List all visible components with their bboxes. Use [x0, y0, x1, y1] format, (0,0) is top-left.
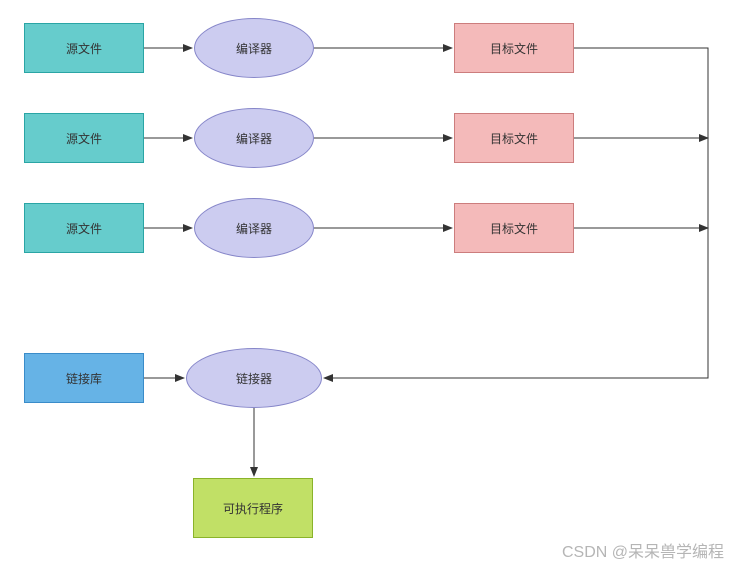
node-label-obj3: 目标文件: [490, 220, 538, 237]
node-label-comp2: 编译器: [236, 130, 272, 147]
node-label-comp3: 编译器: [236, 220, 272, 237]
node-label-comp1: 编译器: [236, 40, 272, 57]
node-src3: 源文件: [24, 203, 144, 253]
edge-layer: [0, 0, 756, 561]
node-comp1: 编译器: [194, 18, 314, 78]
node-label-obj1: 目标文件: [490, 40, 538, 57]
node-lib: 链接库: [24, 353, 144, 403]
node-label-exe: 可执行程序: [223, 500, 283, 517]
node-src1: 源文件: [24, 23, 144, 73]
node-obj2: 目标文件: [454, 113, 574, 163]
node-label-linker: 链接器: [236, 370, 272, 387]
node-label-src1: 源文件: [66, 40, 102, 57]
node-obj3: 目标文件: [454, 203, 574, 253]
node-comp3: 编译器: [194, 198, 314, 258]
node-label-lib: 链接库: [66, 370, 102, 387]
node-label-src3: 源文件: [66, 220, 102, 237]
node-exe: 可执行程序: [193, 478, 313, 538]
watermark-text: CSDN @呆呆兽学编程: [562, 538, 724, 562]
node-comp2: 编译器: [194, 108, 314, 168]
node-label-src2: 源文件: [66, 130, 102, 147]
node-src2: 源文件: [24, 113, 144, 163]
node-linker: 链接器: [186, 348, 322, 408]
node-label-obj2: 目标文件: [490, 130, 538, 147]
node-obj1: 目标文件: [454, 23, 574, 73]
